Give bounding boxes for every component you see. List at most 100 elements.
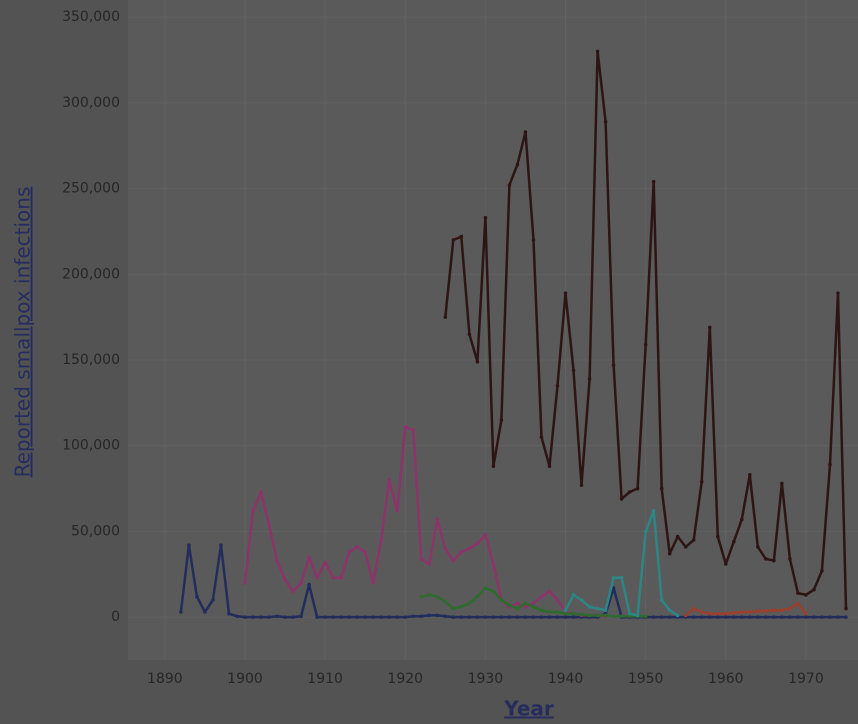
point	[427, 613, 432, 618]
point	[723, 562, 728, 566]
point	[611, 586, 616, 590]
point	[780, 608, 784, 613]
point	[459, 234, 464, 239]
point	[595, 613, 600, 618]
point	[451, 606, 456, 611]
point	[291, 615, 295, 619]
point	[691, 538, 696, 542]
point	[411, 614, 416, 619]
point	[555, 383, 560, 388]
point	[203, 610, 207, 614]
point	[379, 615, 384, 619]
point	[523, 615, 528, 619]
point	[531, 238, 536, 242]
point	[507, 615, 512, 619]
point	[387, 615, 392, 619]
point	[259, 615, 263, 619]
point	[451, 238, 456, 242]
point	[427, 562, 432, 566]
y-tick-label: 200,000	[62, 266, 120, 282]
point	[715, 611, 720, 616]
point	[731, 539, 736, 544]
point	[579, 612, 584, 617]
point	[211, 598, 215, 602]
point	[812, 615, 816, 619]
point	[788, 557, 792, 561]
point	[844, 615, 848, 619]
point	[547, 589, 552, 594]
point	[395, 615, 400, 619]
point	[643, 342, 648, 347]
point	[844, 606, 848, 611]
y-tick-label: 50,000	[71, 523, 120, 539]
point	[579, 598, 584, 602]
point	[563, 615, 568, 619]
point	[315, 615, 319, 619]
point	[523, 601, 528, 606]
point	[748, 610, 752, 614]
point	[435, 517, 440, 522]
point	[603, 613, 608, 618]
point	[499, 598, 504, 602]
point	[764, 609, 768, 613]
y-tick-label: 350,000	[62, 9, 120, 25]
point	[571, 615, 576, 619]
point	[539, 608, 544, 613]
point	[267, 615, 271, 619]
point	[667, 608, 672, 613]
x-tick-label: 1920	[387, 671, 423, 687]
point	[507, 183, 512, 187]
point	[475, 359, 480, 364]
point	[411, 428, 416, 433]
point	[307, 555, 311, 559]
point	[683, 613, 688, 618]
point	[675, 613, 680, 618]
y-tick-label: 250,000	[62, 181, 120, 197]
point	[571, 368, 576, 373]
point	[659, 598, 664, 602]
point	[395, 509, 400, 513]
point	[467, 332, 472, 337]
point	[243, 615, 247, 619]
point	[387, 478, 392, 482]
point	[443, 614, 448, 619]
point	[563, 291, 568, 295]
point	[267, 522, 271, 527]
point	[291, 589, 295, 594]
point	[772, 558, 776, 563]
point	[243, 581, 247, 585]
point	[796, 591, 800, 595]
x-tick-label: 1940	[548, 671, 584, 687]
point	[459, 550, 464, 554]
point	[595, 49, 600, 54]
point	[451, 558, 456, 563]
point	[723, 615, 728, 619]
point	[259, 490, 263, 494]
point	[699, 479, 704, 484]
point	[515, 162, 520, 167]
point	[740, 615, 744, 619]
point	[275, 614, 279, 619]
point	[780, 615, 784, 619]
point	[467, 615, 472, 619]
point	[627, 614, 632, 619]
point	[483, 533, 488, 537]
point	[715, 615, 720, 619]
point	[828, 462, 832, 467]
point	[611, 614, 616, 619]
point	[331, 575, 335, 580]
point	[547, 610, 552, 614]
point	[187, 543, 191, 547]
point	[331, 615, 335, 619]
point	[812, 587, 816, 592]
point	[491, 589, 496, 594]
point	[643, 614, 648, 619]
point	[339, 615, 343, 619]
x-tick-label: 1970	[788, 671, 824, 687]
point	[723, 611, 728, 616]
point	[235, 614, 239, 619]
point	[539, 435, 544, 439]
point	[619, 575, 624, 580]
point	[555, 598, 560, 602]
